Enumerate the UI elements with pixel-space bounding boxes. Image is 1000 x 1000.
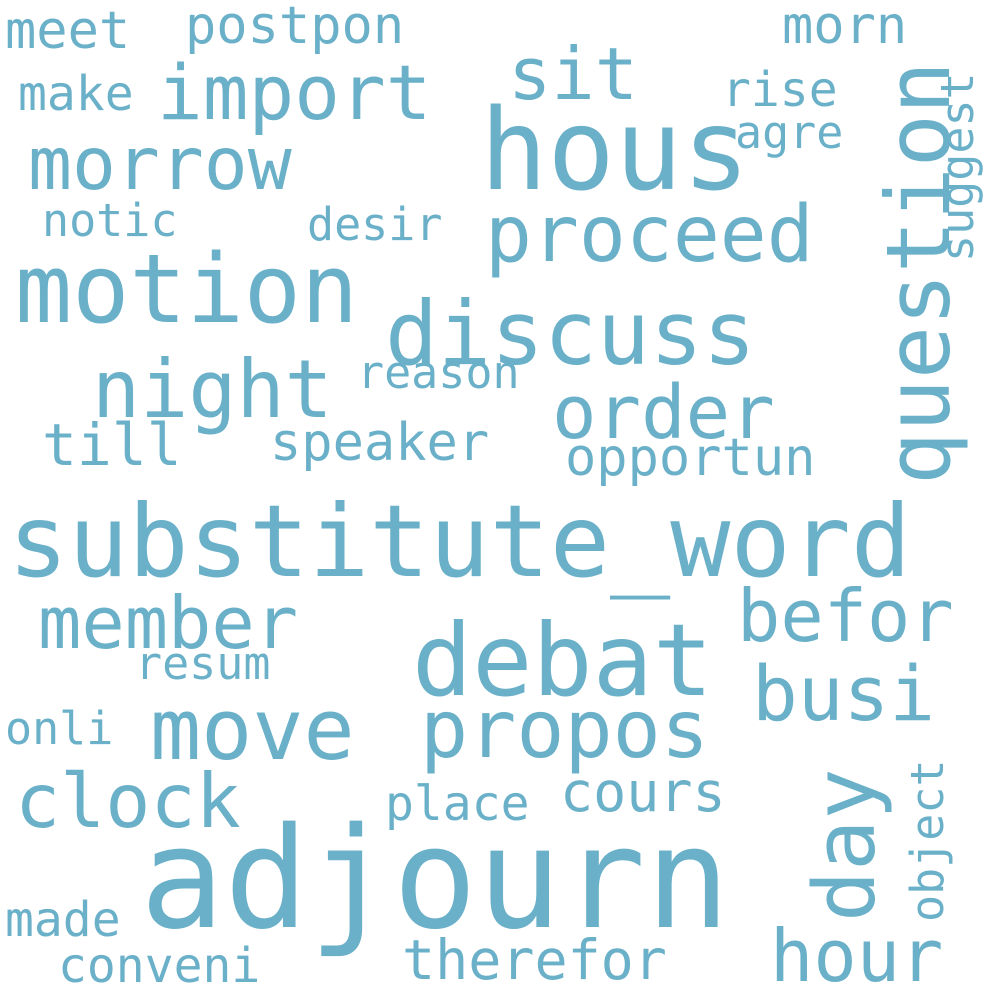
word-place: place [385,776,530,832]
word-object: object [901,759,954,922]
word-day: day [796,768,895,922]
word-discuss: discuss [385,282,756,385]
word-resum: resum [135,637,271,690]
word-adjourn: adjourn [140,798,731,961]
word-busi: busi [752,649,936,738]
word-proceed: proceed [485,190,814,280]
word-rise: rise [722,62,838,118]
word-reason: reason [357,346,520,399]
word-import: import [157,48,432,137]
word-clock: clock [15,757,241,845]
word-night: night [92,343,333,436]
word-onli: onli [5,702,114,755]
word-postpon: postpon [185,0,405,56]
word-motion: motion [15,235,359,345]
word-agre: agre [735,106,844,159]
word-conveni: conveni [58,938,261,994]
word-opportun: opportun [565,428,816,488]
word-propos: propos [420,683,709,776]
word-till: till [42,411,182,479]
word-speaker: speaker [270,413,490,473]
word-morn: morn [782,0,908,56]
word-move: move [150,681,355,780]
word-hour: hour [770,914,944,998]
word-make: make [18,66,134,122]
word-desir: desir [307,198,443,251]
word-meet: meet [5,1,131,61]
word-cours: cours [560,760,726,824]
word-order: order [552,370,775,456]
word-notic: notic [42,194,178,247]
word-hous: hous [480,86,750,216]
word-debat: debat [412,602,714,719]
word-befor: befor [737,574,954,658]
word-substitute-word: substitute_word [8,483,912,600]
word-member: member [38,581,299,665]
word-made: made [5,892,121,948]
word-suggest: suggest [931,72,984,262]
word-therefor: therefor [402,928,667,992]
word-sit: sit [508,32,639,116]
word-morrow: morrow [28,122,292,207]
